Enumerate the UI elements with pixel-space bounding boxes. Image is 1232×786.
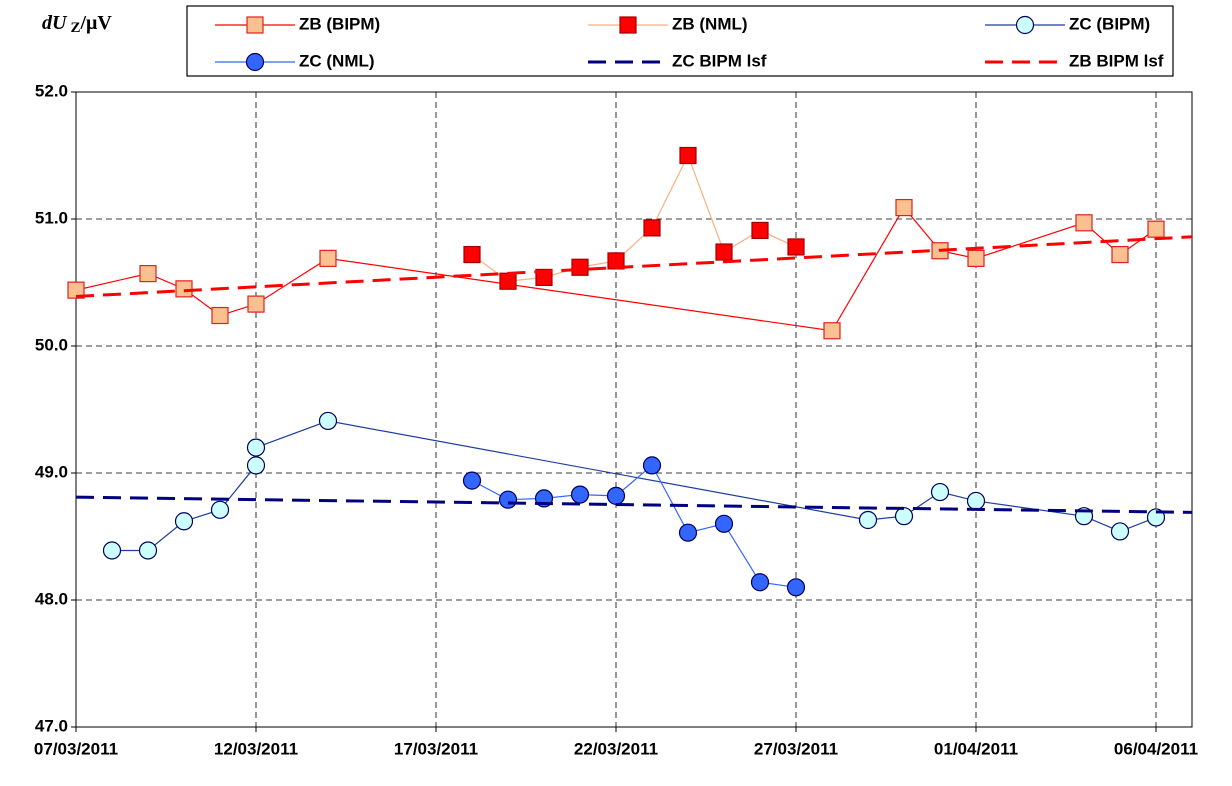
x-tick-label: 22/03/2011: [574, 739, 658, 758]
legend-label: ZB BIPM lsf: [1069, 51, 1164, 70]
data-point: [786, 578, 806, 597]
data-point: [967, 249, 985, 267]
data-point: [1075, 214, 1093, 232]
data-point: [715, 243, 733, 261]
x-tick-label: 17/03/2011: [394, 739, 478, 758]
x-tick-label: 01/04/2011: [934, 739, 1018, 758]
data-point: [858, 510, 878, 530]
y-tick-label: 48.0: [35, 589, 68, 608]
data-point: [787, 238, 805, 256]
data-point: [930, 482, 950, 502]
x-tick-label: 27/03/2011: [754, 739, 838, 758]
data-point: [175, 280, 193, 298]
data-point: [499, 272, 517, 290]
data-point: [571, 258, 589, 276]
data-point: [138, 541, 158, 560]
series-line: [112, 420, 1157, 552]
data-point: [463, 245, 481, 264]
data-point: [606, 486, 626, 505]
data-point: [462, 471, 482, 490]
data-point: [319, 249, 337, 267]
data-point: [139, 265, 157, 283]
trend-line: [75, 495, 1193, 514]
data-point: [1110, 522, 1130, 541]
data-point: [498, 490, 518, 509]
series-line: [471, 464, 797, 588]
data-point: [714, 514, 734, 533]
data-point: [642, 456, 662, 475]
x-tick-label: 06/04/2011: [1114, 739, 1198, 758]
legend-label: ZC (BIPM): [1069, 14, 1150, 33]
legend-marker: [246, 16, 264, 34]
data-point: [966, 491, 986, 511]
y-tick-label: 51.0: [35, 208, 68, 227]
data-point: [678, 523, 698, 542]
plot-frame: [75, 91, 1193, 728]
legend-marker: [1015, 15, 1035, 35]
data-point: [823, 322, 841, 340]
data-point: [246, 456, 266, 475]
legend-marker: [245, 52, 265, 72]
data-point: [318, 411, 338, 431]
legend-box: [186, 5, 1174, 77]
data-point: [751, 221, 769, 240]
x-tick-label: 07/03/2011: [34, 739, 118, 758]
y-label-symbol: dU: [42, 12, 68, 34]
y-axis-label: dU Z/μV: [42, 12, 112, 37]
y-tick-label: 52.0: [35, 81, 68, 100]
series-line: [471, 153, 797, 282]
legend-label: ZB (BIPM): [299, 14, 380, 33]
data-point: [570, 485, 590, 504]
data-point: [750, 573, 770, 592]
data-point: [643, 219, 661, 237]
legend-label: ZC (NML): [299, 51, 375, 70]
data-point: [247, 295, 265, 313]
data-point: [102, 541, 122, 560]
y-tick-label: 50.0: [35, 335, 68, 354]
y-tick-label: 49.0: [35, 462, 68, 481]
data-point: [1111, 245, 1129, 264]
data-point: [174, 512, 194, 531]
y-label-subscript: Z: [70, 20, 80, 36]
data-point: [895, 198, 913, 217]
data-point: [211, 306, 229, 325]
y-label-unit: /μV: [79, 12, 112, 34]
y-tick-label: 47.0: [35, 716, 68, 735]
data-point: [535, 268, 553, 287]
trend-line: [75, 235, 1193, 298]
data-point: [246, 438, 266, 457]
legend-label: ZC BIPM lsf: [672, 51, 767, 70]
data-point: [1147, 220, 1165, 238]
data-point: [894, 507, 914, 526]
x-tick-label: 12/03/2011: [214, 739, 298, 758]
legend-marker: [619, 16, 637, 34]
data-point: [210, 500, 230, 519]
data-point: [679, 146, 697, 165]
legend-label: ZB (NML): [672, 14, 748, 33]
data-point: [67, 281, 85, 299]
